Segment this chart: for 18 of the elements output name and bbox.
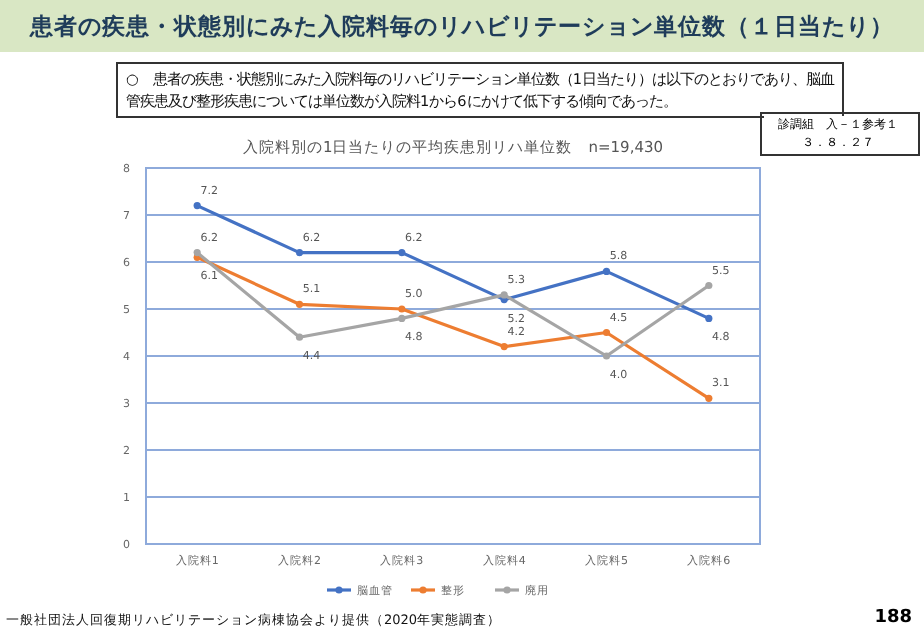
- point: [705, 314, 713, 322]
- point: [295, 249, 304, 257]
- point: [602, 352, 611, 360]
- point: [398, 314, 406, 322]
- point: [295, 300, 304, 308]
- point: [602, 267, 611, 275]
- point: [500, 343, 508, 351]
- point: [398, 249, 406, 257]
- point: [500, 291, 508, 299]
- point: [602, 328, 611, 337]
- point: [705, 281, 713, 290]
- point: [193, 202, 201, 210]
- line-series: [193, 249, 713, 360]
- point: [398, 305, 406, 313]
- point: [705, 394, 713, 402]
- chart-title: 患者の疾患・状態別にみた入院料毎のリハビリテーション単位数（１日当たり）: [0, 0, 924, 52]
- text: 188: [874, 608, 912, 628]
- point: [295, 333, 304, 341]
